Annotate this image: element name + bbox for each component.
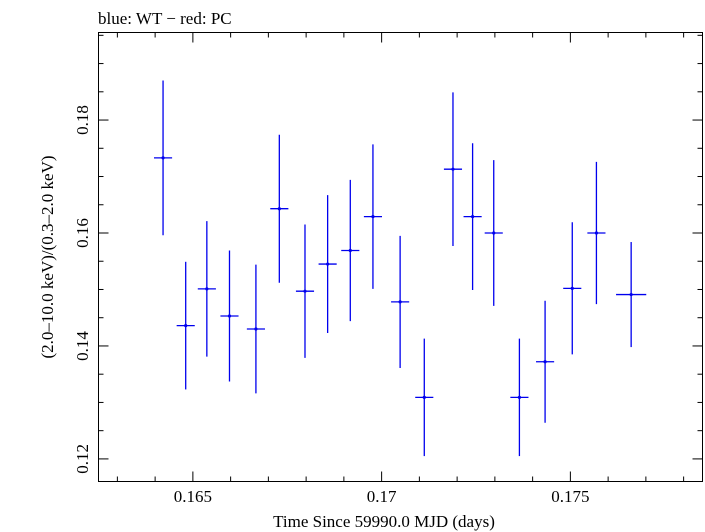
data-point	[341, 179, 360, 322]
data-point	[246, 264, 265, 394]
y-axis-label: (2.0–10.0 keV)/(0.3–2.0 keV)	[38, 155, 57, 358]
point-marker	[422, 395, 426, 399]
point-marker	[348, 248, 352, 253]
point-marker	[570, 286, 574, 290]
x-tick-label: 0.17	[367, 487, 397, 506]
plot-frame	[98, 32, 703, 482]
axis-ticks	[98, 32, 703, 482]
point-marker	[303, 289, 307, 293]
data-point	[197, 221, 216, 357]
x-axis-label: Time Since 59990.0 MJD (days)	[273, 512, 495, 531]
data-point	[510, 338, 529, 457]
data-point	[443, 92, 463, 246]
x-tick-labels: 0.165 0.17 0.175	[174, 487, 590, 506]
x-tick-label: 0.165	[174, 487, 212, 506]
y-tick-label: 0.12	[73, 444, 92, 474]
point-marker	[227, 314, 232, 318]
data-point	[318, 195, 337, 333]
data-points	[153, 80, 647, 457]
point-marker	[161, 156, 165, 160]
data-point	[415, 338, 434, 457]
y-tick-label: 0.18	[73, 105, 92, 135]
data-point	[153, 80, 173, 236]
point-marker	[451, 167, 455, 171]
y-tick-labels: 0.12 0.14 0.16 0.18	[73, 105, 92, 474]
data-point	[295, 224, 315, 358]
data-point	[391, 235, 410, 368]
data-point	[616, 242, 647, 348]
data-point	[484, 160, 503, 306]
point-marker	[277, 207, 281, 211]
data-point	[176, 261, 195, 390]
data-point	[270, 134, 289, 283]
point-marker	[517, 395, 522, 399]
y-tick-label: 0.16	[73, 218, 92, 248]
point-marker	[184, 324, 188, 328]
point-marker	[398, 300, 402, 304]
point-marker	[471, 215, 475, 219]
data-point	[563, 222, 582, 355]
data-point	[587, 161, 606, 305]
data-point	[220, 250, 239, 382]
point-marker	[543, 360, 547, 364]
point-marker	[326, 262, 330, 266]
point-marker	[205, 287, 209, 291]
point-marker	[594, 231, 599, 235]
data-point	[363, 144, 383, 289]
y-tick-label: 0.14	[73, 331, 92, 361]
data-point	[463, 143, 482, 291]
x-tick-label: 0.175	[551, 487, 589, 506]
point-marker	[629, 292, 633, 297]
point-marker	[492, 231, 496, 235]
data-point	[536, 300, 555, 423]
point-marker	[254, 327, 258, 331]
point-marker	[371, 215, 375, 219]
chart-title: blue: WT − red: PC	[98, 9, 232, 28]
